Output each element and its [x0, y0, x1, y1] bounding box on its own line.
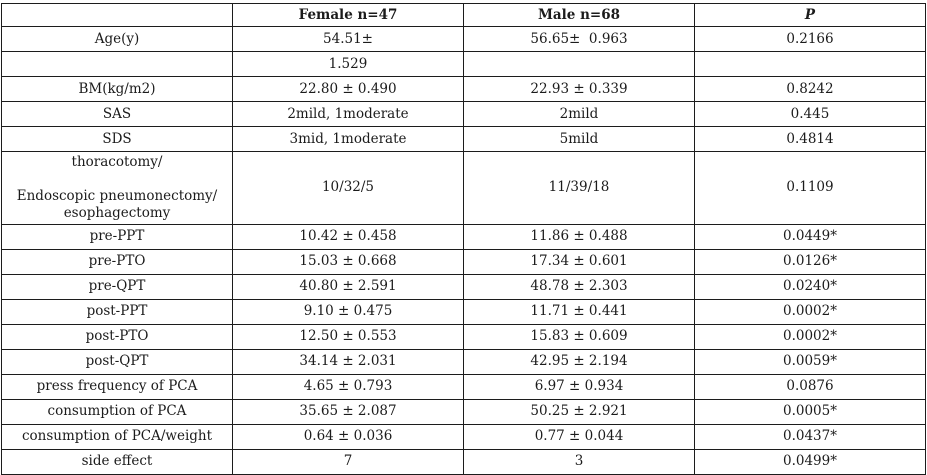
cell-female: 12.50 ± 0.553: [232, 323, 464, 350]
table-row: 1.529: [1, 51, 926, 77]
cell-female: 10/32/5: [232, 151, 464, 225]
table-row: post-PTO 12.50 ± 0.553 15.83 ± 0.609 0.0002…: [1, 323, 926, 350]
cell-p: 0.445: [694, 101, 926, 127]
cell-male: 11.71 ± 0.441: [463, 298, 695, 325]
cell-p: 0.2166: [694, 26, 926, 52]
clinical-table: Female n=47 Male n=68 P Age(y) 54.51± 56.6…: [1, 3, 926, 475]
row-label: SDS: [1, 126, 233, 152]
cell-p: 0.1109: [694, 151, 926, 225]
table-row: post-QPT 34.14 ± 2.031 42.95 ± 2.194 0.0059…: [1, 348, 926, 375]
header-cell-female: Female n=47: [232, 3, 464, 27]
cell-p: 0.0876: [694, 373, 926, 400]
table-row: SDS 3mid, 1moderate 5mild 0.4814: [1, 126, 926, 152]
cell-male: 48.78 ± 2.303: [463, 273, 695, 300]
cell-male: 15.83 ± 0.609: [463, 323, 695, 350]
cell-male: 0.77 ± 0.044: [463, 423, 695, 450]
row-label: side effect: [1, 448, 233, 475]
cell-female: 7: [232, 448, 464, 475]
cell-p: 0.0499*: [694, 448, 926, 475]
row-label: Age(y): [1, 26, 233, 52]
cell-male: 42.95 ± 2.194: [463, 348, 695, 375]
table-row: press frequency of PCA 4.65 ± 0.793 6.97 ±…: [1, 373, 926, 400]
cell-male: [463, 51, 695, 77]
cell-female: 15.03 ± 0.668: [232, 248, 464, 275]
cell-p: 0.0437*: [694, 423, 926, 450]
cell-p: 0.0126*: [694, 248, 926, 275]
row-label: pre-QPT: [1, 273, 233, 300]
cell-p: 0.0002*: [694, 298, 926, 325]
table-row: pre-PTO 15.03 ± 0.668 17.34 ± 0.601 0.0126*: [1, 248, 926, 275]
table-row: side effect 7 3 0.0499*: [1, 448, 926, 475]
cell-female: 22.80 ± 0.490: [232, 76, 464, 102]
cell-p: 0.8242: [694, 76, 926, 102]
cell-p: 0.0005*: [694, 398, 926, 425]
cell-male: 2mild: [463, 101, 695, 127]
cell-p: 0.4814: [694, 126, 926, 152]
cell-female: 34.14 ± 2.031: [232, 348, 464, 375]
row-label: pre-PPT: [1, 223, 233, 250]
row-label: [1, 51, 233, 77]
header-row: Female n=47 Male n=68 P: [1, 3, 926, 27]
table-row: BM(kg/m2) 22.80 ± 0.490 22.93 ± 0.339 0.824…: [1, 76, 926, 102]
header-cell-blank: [1, 3, 233, 27]
row-label: thoracotomy/ Endoscopic pneumonectomy/ e…: [1, 151, 233, 225]
cell-female: 54.51±: [232, 26, 464, 52]
cell-p: 0.0059*: [694, 348, 926, 375]
cell-female: 10.42 ± 0.458: [232, 223, 464, 250]
row-label: press frequency of PCA: [1, 373, 233, 400]
row-label: pre-PTO: [1, 248, 233, 275]
cell-female: 0.64 ± 0.036: [232, 423, 464, 450]
cell-male: 3: [463, 448, 695, 475]
cell-male: 22.93 ± 0.339: [463, 76, 695, 102]
cell-p: [694, 51, 926, 77]
row-label: consumption of PCA/weight: [1, 423, 233, 450]
table-row: thoracotomy/ Endoscopic pneumonectomy/ e…: [1, 151, 926, 225]
cell-male: 17.34 ± 0.601: [463, 248, 695, 275]
cell-female: 35.65 ± 2.087: [232, 398, 464, 425]
cell-female: 40.80 ± 2.591: [232, 273, 464, 300]
cell-male: 11.86 ± 0.488: [463, 223, 695, 250]
table-header: Female n=47 Male n=68 P: [1, 3, 926, 27]
row-label: post-QPT: [1, 348, 233, 375]
cell-p: 0.0449*: [694, 223, 926, 250]
table-row: pre-PPT 10.42 ± 0.458 11.86 ± 0.488 0.0449*: [1, 223, 926, 250]
row-label: post-PTO: [1, 323, 233, 350]
cell-female: 4.65 ± 0.793: [232, 373, 464, 400]
row-label: consumption of PCA: [1, 398, 233, 425]
cell-female: 2mild, 1moderate: [232, 101, 464, 127]
cell-female: 1.529: [232, 51, 464, 77]
cell-male: 50.25 ± 2.921: [463, 398, 695, 425]
table-row: post-PPT 9.10 ± 0.475 11.71 ± 0.441 0.0002*: [1, 298, 926, 325]
row-label: BM(kg/m2): [1, 76, 233, 102]
table-row: SAS 2mild, 1moderate 2mild 0.445: [1, 101, 926, 127]
table-row: pre-QPT 40.80 ± 2.591 48.78 ± 2.303 0.0240*: [1, 273, 926, 300]
cell-male: 56.65± 0.963: [463, 26, 695, 52]
cell-male: 11/39/18: [463, 151, 695, 225]
cell-p: 0.0240*: [694, 273, 926, 300]
cell-female: 3mid, 1moderate: [232, 126, 464, 152]
table-body: Age(y) 54.51± 56.65± 0.963 0.2166 1.529 BM(kg…: [1, 26, 926, 475]
header-cell-male: Male n=68: [463, 3, 695, 27]
table-row: consumption of PCA 35.65 ± 2.087 50.25 ± 2…: [1, 398, 926, 425]
cell-p: 0.0002*: [694, 323, 926, 350]
cell-female: 9.10 ± 0.475: [232, 298, 464, 325]
row-label: SAS: [1, 101, 233, 127]
row-label: post-PPT: [1, 298, 233, 325]
cell-male: 5mild: [463, 126, 695, 152]
header-cell-p: P: [694, 3, 926, 27]
table-row: Age(y) 54.51± 56.65± 0.963 0.2166: [1, 26, 926, 52]
table-row: consumption of PCA/weight 0.64 ± 0.036 0.7…: [1, 423, 926, 450]
cell-male: 6.97 ± 0.934: [463, 373, 695, 400]
